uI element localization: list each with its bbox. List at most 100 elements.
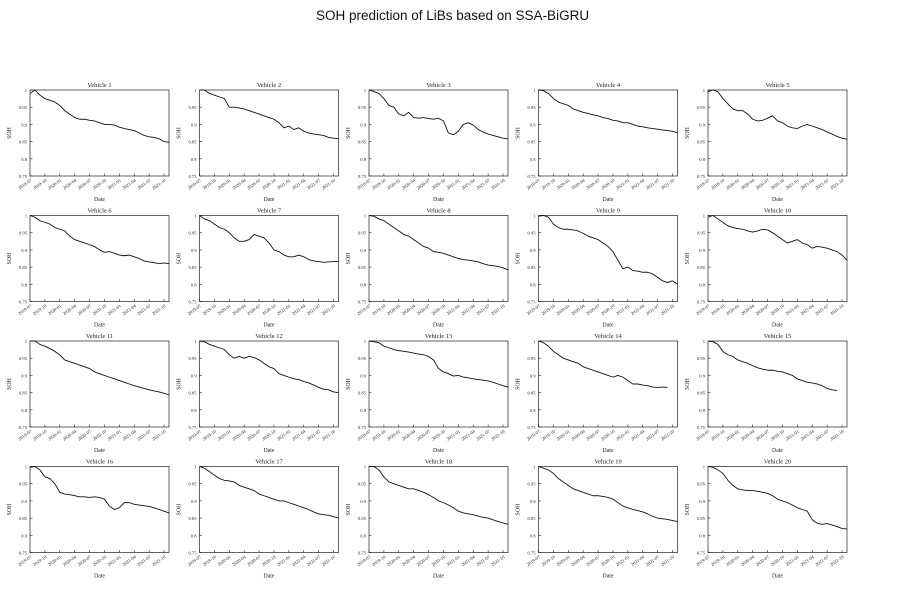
plot-frame [707, 466, 848, 553]
y-axis-label: SOH [177, 503, 183, 515]
x-tick-label: 2021-10 [151, 303, 167, 316]
x-tick-label: 2020-07 [246, 177, 262, 190]
subplot: Vehicle 13 0.75 0.8 0.85 0.9 0.95 1 2019-07 2019… [346, 333, 509, 454]
y-tick-label: 0.95 [358, 482, 367, 487]
x-tick-label: 2019-10 [541, 554, 557, 567]
soh-line [707, 466, 848, 530]
x-axis-label: Date [264, 448, 275, 454]
x-tick-label: 2020-01 [47, 177, 63, 190]
x-tick-label: 2019-10 [371, 177, 387, 190]
x-tick-label: 2019-07 [356, 177, 372, 190]
y-tick-label: 0.75 [188, 551, 197, 556]
y-tick-label: 0.75 [358, 425, 367, 430]
plot-frame [368, 340, 509, 428]
x-tick-label: 2021-10 [490, 177, 506, 190]
x-tick-label: 2021-10 [151, 177, 167, 190]
x-tick-label: 2019-07 [187, 177, 203, 190]
x-tick-label: 2020-10 [92, 177, 108, 190]
x-tick-label: 2021-07 [306, 177, 322, 190]
plot-frame [368, 89, 509, 177]
x-tick-label: 2020-04 [570, 428, 586, 441]
x-tick-label: 2020-04 [401, 554, 417, 567]
x-tick-label: 2019-07 [526, 428, 542, 441]
y-tick-label: 0.85 [188, 265, 197, 270]
x-axis-label: Date [603, 197, 614, 203]
y-tick-label: 0.95 [527, 231, 536, 236]
x-tick-label: 2020-10 [261, 428, 277, 441]
y-tick-label: 0.95 [527, 482, 536, 487]
x-tick-label: 2021-01 [276, 428, 292, 441]
x-tick-label: 2021-04 [121, 303, 137, 316]
y-tick-label: 0.75 [19, 300, 28, 305]
x-tick-label: 2021-01 [615, 303, 631, 316]
y-axis-label: SOH [7, 126, 13, 138]
x-tick-label: 2020-04 [401, 177, 417, 190]
x-tick-label: 2021-01 [446, 554, 462, 567]
soh-line [29, 215, 170, 265]
y-tick-label: 0.8 [699, 157, 705, 162]
soh-line [538, 89, 678, 134]
x-tick-label: 2020-01 [725, 554, 741, 567]
x-tick-label: 2021-07 [645, 303, 661, 316]
y-axis-label: SOH [516, 377, 522, 389]
y-tick-label: 0.8 [21, 282, 27, 287]
y-tick-label: 0.85 [188, 140, 197, 145]
x-axis-label: Date [433, 323, 444, 329]
x-tick-label: 2019-07 [695, 303, 711, 316]
x-tick-label: 2020-10 [600, 177, 616, 190]
y-tick-label: 0.8 [530, 157, 536, 162]
y-tick-label: 1 [194, 465, 197, 470]
x-axis-label: Date [94, 197, 105, 203]
x-tick-label: 2020-01 [47, 554, 63, 567]
x-tick-label: 2020-01 [47, 428, 63, 441]
subplot: Vehicle 20 0.75 0.8 0.85 0.9 0.95 1 2019-07 2019… [685, 459, 848, 580]
x-tick-label: 2020-04 [231, 177, 247, 190]
y-axis-label: SOH [685, 126, 691, 138]
x-tick-label: 2021-07 [306, 554, 322, 567]
y-tick-label: 0.8 [360, 282, 366, 287]
x-tick-label: 2020-04 [570, 554, 586, 567]
y-tick-label: 0.8 [21, 408, 27, 413]
y-tick-label: 0.75 [188, 300, 197, 305]
y-axis-label: SOH [7, 503, 13, 515]
x-tick-label: 2019-07 [17, 177, 33, 190]
x-tick-label: 2021-04 [630, 554, 646, 567]
x-tick-label: 2020-04 [62, 554, 78, 567]
x-tick-label: 2020-10 [770, 177, 786, 190]
x-axis-label: Date [772, 323, 783, 329]
x-tick-label: 2020-07 [416, 428, 432, 441]
y-tick-label: 0.75 [697, 174, 706, 179]
x-tick-label: 2019-10 [541, 303, 557, 316]
soh-line [368, 215, 509, 271]
y-tick-label: 0.75 [188, 425, 197, 430]
plot-frame [707, 215, 848, 302]
x-tick-label: 2021-04 [630, 303, 646, 316]
soh-line [368, 340, 509, 388]
figure-title: SOH prediction of LiBs based on SSA-BiGR… [315, 8, 590, 23]
y-tick-label: 0.75 [358, 174, 367, 179]
y-tick-label: 0.9 [21, 122, 27, 127]
plot-frame [199, 466, 339, 553]
y-tick-label: 0.9 [360, 373, 366, 378]
y-axis-label: SOH [516, 252, 522, 264]
x-tick-label: 2020-01 [555, 303, 571, 316]
x-axis-label: Date [772, 197, 783, 203]
x-tick-label: 2021-07 [136, 177, 152, 190]
plot-frame [707, 340, 848, 428]
y-tick-label: 0.95 [527, 356, 536, 361]
soh-line [29, 89, 170, 143]
subplot-title: Vehicle 11 [86, 333, 113, 340]
y-tick-label: 0.9 [699, 373, 705, 378]
y-tick-label: 0.85 [188, 391, 197, 396]
y-tick-label: 0.95 [19, 482, 28, 487]
y-tick-label: 1 [364, 339, 367, 344]
plot-frame [538, 340, 678, 428]
y-axis-label: SOH [177, 252, 183, 264]
x-tick-label: 2020-10 [431, 303, 447, 316]
plot-frame [199, 215, 339, 302]
subplot-title: Vehicle 7 [257, 208, 282, 215]
plot-frame [29, 340, 170, 428]
x-axis-label: Date [433, 197, 444, 203]
soh-line [707, 340, 838, 391]
x-tick-label: 2019-10 [371, 303, 387, 316]
